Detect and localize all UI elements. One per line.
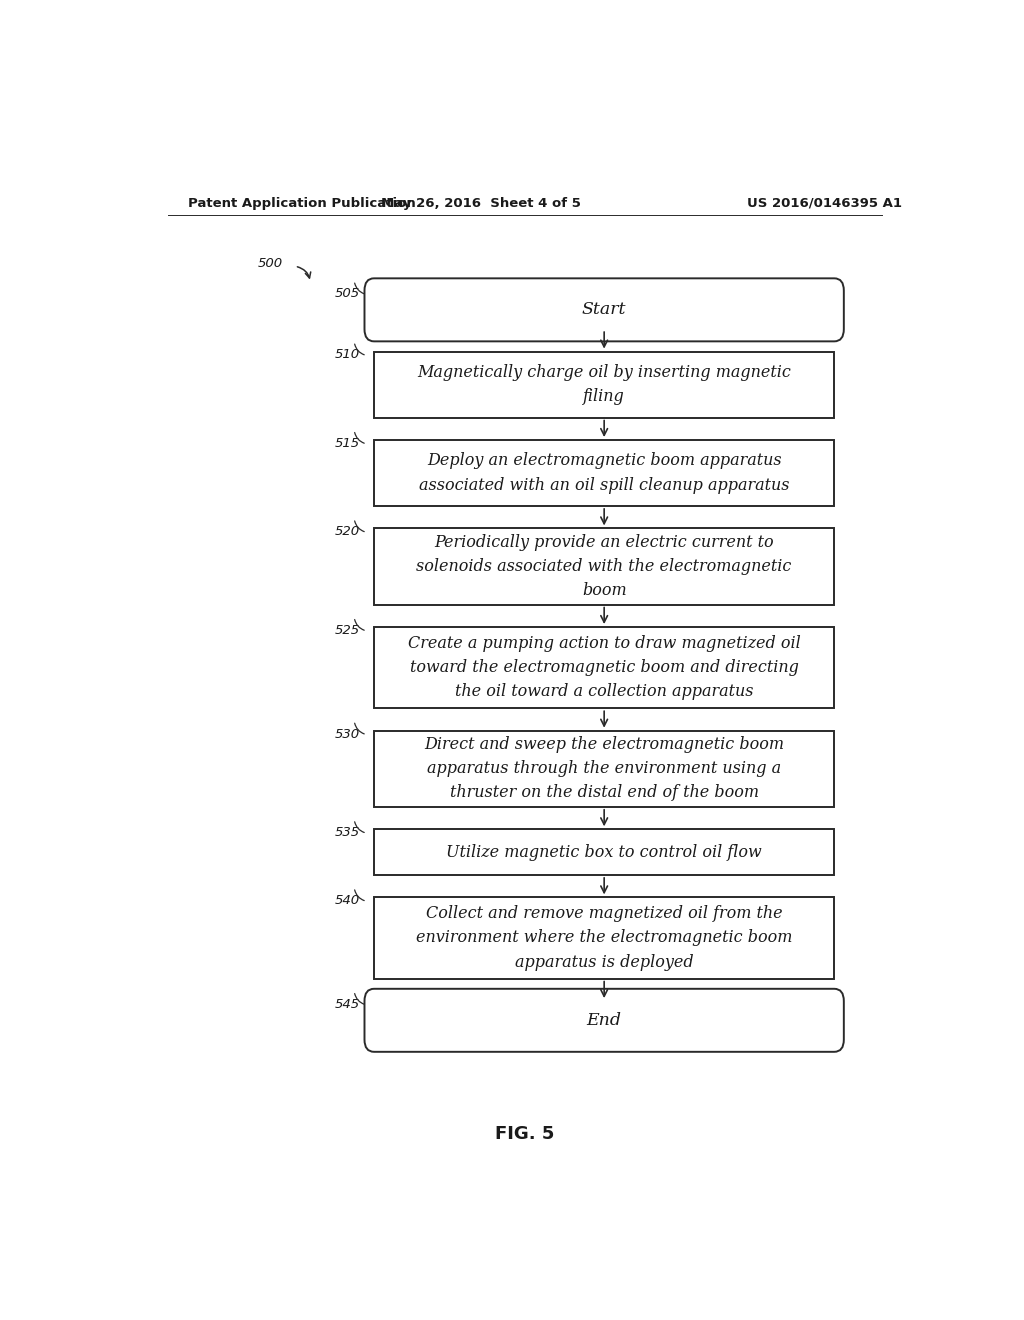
Text: 500: 500 bbox=[258, 256, 283, 269]
Text: 505: 505 bbox=[335, 288, 359, 301]
Text: Start: Start bbox=[582, 301, 627, 318]
Bar bbox=[374, 351, 835, 417]
Text: Utilize magnetic box to control oil flow: Utilize magnetic box to control oil flow bbox=[446, 843, 762, 861]
Bar bbox=[374, 829, 835, 875]
Text: Deploy an electromagnetic boom apparatus
associated with an oil spill cleanup ap: Deploy an electromagnetic boom apparatus… bbox=[419, 453, 790, 494]
Text: FIG. 5: FIG. 5 bbox=[496, 1125, 554, 1143]
Text: May 26, 2016  Sheet 4 of 5: May 26, 2016 Sheet 4 of 5 bbox=[381, 197, 581, 210]
Text: 545: 545 bbox=[335, 998, 359, 1011]
Text: US 2016/0146395 A1: US 2016/0146395 A1 bbox=[748, 197, 902, 210]
Text: End: End bbox=[587, 1012, 622, 1028]
FancyBboxPatch shape bbox=[365, 279, 844, 342]
Text: 535: 535 bbox=[335, 826, 359, 840]
Text: 540: 540 bbox=[335, 894, 359, 907]
Bar bbox=[374, 898, 835, 978]
Text: Magnetically charge oil by inserting magnetic
filing: Magnetically charge oil by inserting mag… bbox=[417, 364, 792, 405]
Text: 525: 525 bbox=[335, 624, 359, 638]
FancyBboxPatch shape bbox=[365, 989, 844, 1052]
Text: 510: 510 bbox=[335, 348, 359, 362]
Text: Create a pumping action to draw magnetized oil
toward the electromagnetic boom a: Create a pumping action to draw magnetiz… bbox=[408, 635, 801, 701]
Text: Direct and sweep the electromagnetic boom
apparatus through the environment usin: Direct and sweep the electromagnetic boo… bbox=[424, 737, 784, 801]
Bar bbox=[374, 440, 835, 506]
Text: Periodically provide an electric current to
solenoids associated with the electr: Periodically provide an electric current… bbox=[417, 533, 792, 599]
Bar bbox=[374, 528, 835, 605]
Bar bbox=[374, 627, 835, 709]
Bar bbox=[374, 731, 835, 807]
Text: 530: 530 bbox=[335, 727, 359, 741]
Text: Collect and remove magnetized oil from the
environment where the electromagnetic: Collect and remove magnetized oil from t… bbox=[416, 906, 793, 970]
Text: 520: 520 bbox=[335, 525, 359, 539]
Text: 515: 515 bbox=[335, 437, 359, 450]
Text: Patent Application Publication: Patent Application Publication bbox=[187, 197, 416, 210]
